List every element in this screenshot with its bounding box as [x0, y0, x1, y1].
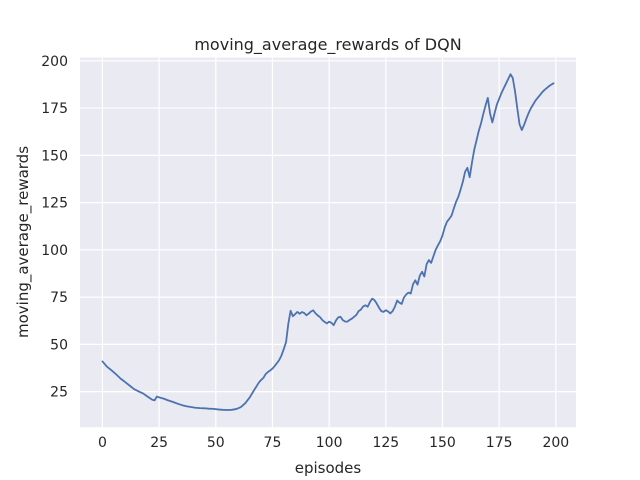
y-axis-label: moving_average_rewards	[14, 146, 33, 338]
y-tick-label: 25	[50, 385, 68, 401]
y-tick-label: 100	[41, 243, 68, 259]
plot-area	[80, 57, 576, 428]
x-tick-label: 50	[207, 435, 225, 451]
x-tick-label: 25	[150, 435, 168, 451]
y-tick-label: 50	[50, 337, 68, 353]
x-axis-label: episodes	[295, 459, 362, 477]
x-tick-labels: 0 25 50 75 100 125 150 175 200	[98, 435, 569, 451]
y-tick-label: 150	[41, 148, 68, 164]
y-tick-label: 200	[41, 54, 68, 70]
y-tick-labels: 25 50 75 100 125 150 175 200	[41, 54, 68, 401]
y-tick-label: 175	[41, 101, 68, 117]
x-tick-label: 175	[486, 435, 513, 451]
x-tick-label: 100	[316, 435, 343, 451]
x-tick-label: 125	[372, 435, 399, 451]
y-tick-label: 75	[50, 290, 68, 306]
x-tick-label: 150	[429, 435, 456, 451]
reward-line	[101, 73, 555, 411]
x-tick-label: 200	[542, 435, 569, 451]
gridlines	[80, 57, 576, 428]
chart-title: moving_average_rewards of DQN	[194, 35, 461, 55]
x-tick-label: 75	[264, 435, 282, 451]
x-tick-label: 0	[98, 435, 107, 451]
y-tick-label: 125	[41, 196, 68, 212]
